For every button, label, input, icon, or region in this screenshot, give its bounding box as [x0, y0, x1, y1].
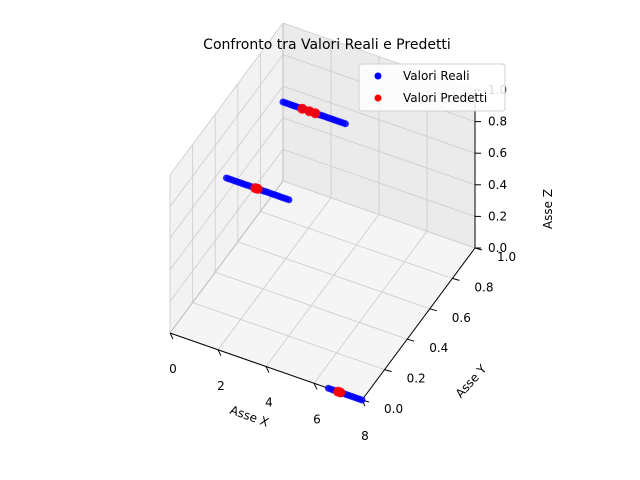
point-reale [341, 120, 349, 128]
y-tick-label: 1.0 [497, 250, 516, 264]
grid-line-y [260, 210, 453, 279]
grid-line-x [265, 214, 380, 367]
y-tick-mark [452, 277, 460, 281]
point-predetto [335, 387, 346, 398]
y-axis-line [361, 247, 476, 401]
x-tick-label: 8 [361, 429, 369, 443]
grid-line-z [169, 22, 284, 176]
x-tick-label: 6 [313, 412, 321, 426]
pane-edge [169, 180, 284, 334]
y-tick-mark [407, 338, 415, 342]
x-tick-mark [217, 349, 222, 357]
legend-marker-reali [374, 72, 382, 80]
z-tick-label: 0.8 [488, 115, 507, 129]
z-tick-label: 0.4 [488, 178, 507, 192]
grid-line-z [169, 54, 284, 207]
x-tick-mark [169, 332, 174, 340]
z-axis-label: Asse Z [541, 189, 555, 229]
grid-line-y [237, 241, 430, 310]
chart-title: Confronto tra Valori Reali e Predetti [203, 37, 451, 53]
point-reale [358, 396, 366, 404]
y-tick-mark [429, 308, 437, 312]
legend-label-predetti: Valori Predetti [403, 91, 487, 105]
grid-line-y [192, 302, 385, 371]
x-tick-label: 0 [169, 362, 177, 376]
z-tick-label: 0.6 [488, 146, 507, 160]
grid-line-z [169, 117, 284, 271]
scatter-points [223, 98, 366, 404]
grid-line-z [282, 85, 476, 154]
grid-line-x [217, 197, 332, 351]
y-tick-label: 0.0 [384, 402, 403, 416]
x-tick-label: 2 [217, 379, 225, 393]
point-predetto [252, 183, 263, 194]
y-tick-label: 0.8 [474, 280, 493, 294]
point-predetto [310, 108, 321, 119]
grid-line-y [215, 271, 408, 340]
point-reale [285, 196, 293, 204]
y-tick-label: 0.2 [407, 372, 426, 386]
grid-line-z [169, 85, 284, 239]
grid-line-z [282, 180, 476, 249]
grid-line-x [313, 231, 428, 384]
x-tick-mark [313, 383, 318, 390]
y-tick-mark [384, 369, 392, 373]
legend: Valori Reali Valori Predetti [358, 63, 506, 112]
legend-label-reali: Valori Reali [403, 69, 470, 83]
x-tick-mark [265, 366, 270, 373]
legend-marker-predetti [374, 94, 382, 102]
legend-frame [358, 63, 506, 112]
grid-line-z [282, 117, 476, 186]
x-tick-label: 4 [265, 396, 273, 410]
z-tick-label: 0.2 [488, 209, 507, 223]
z-tick-label: 0.0 [488, 241, 507, 255]
y-tick-label: 0.4 [429, 341, 448, 355]
grid-line-z [169, 149, 284, 302]
grid-line-z [282, 148, 476, 217]
y-tick-label: 0.6 [452, 311, 471, 325]
